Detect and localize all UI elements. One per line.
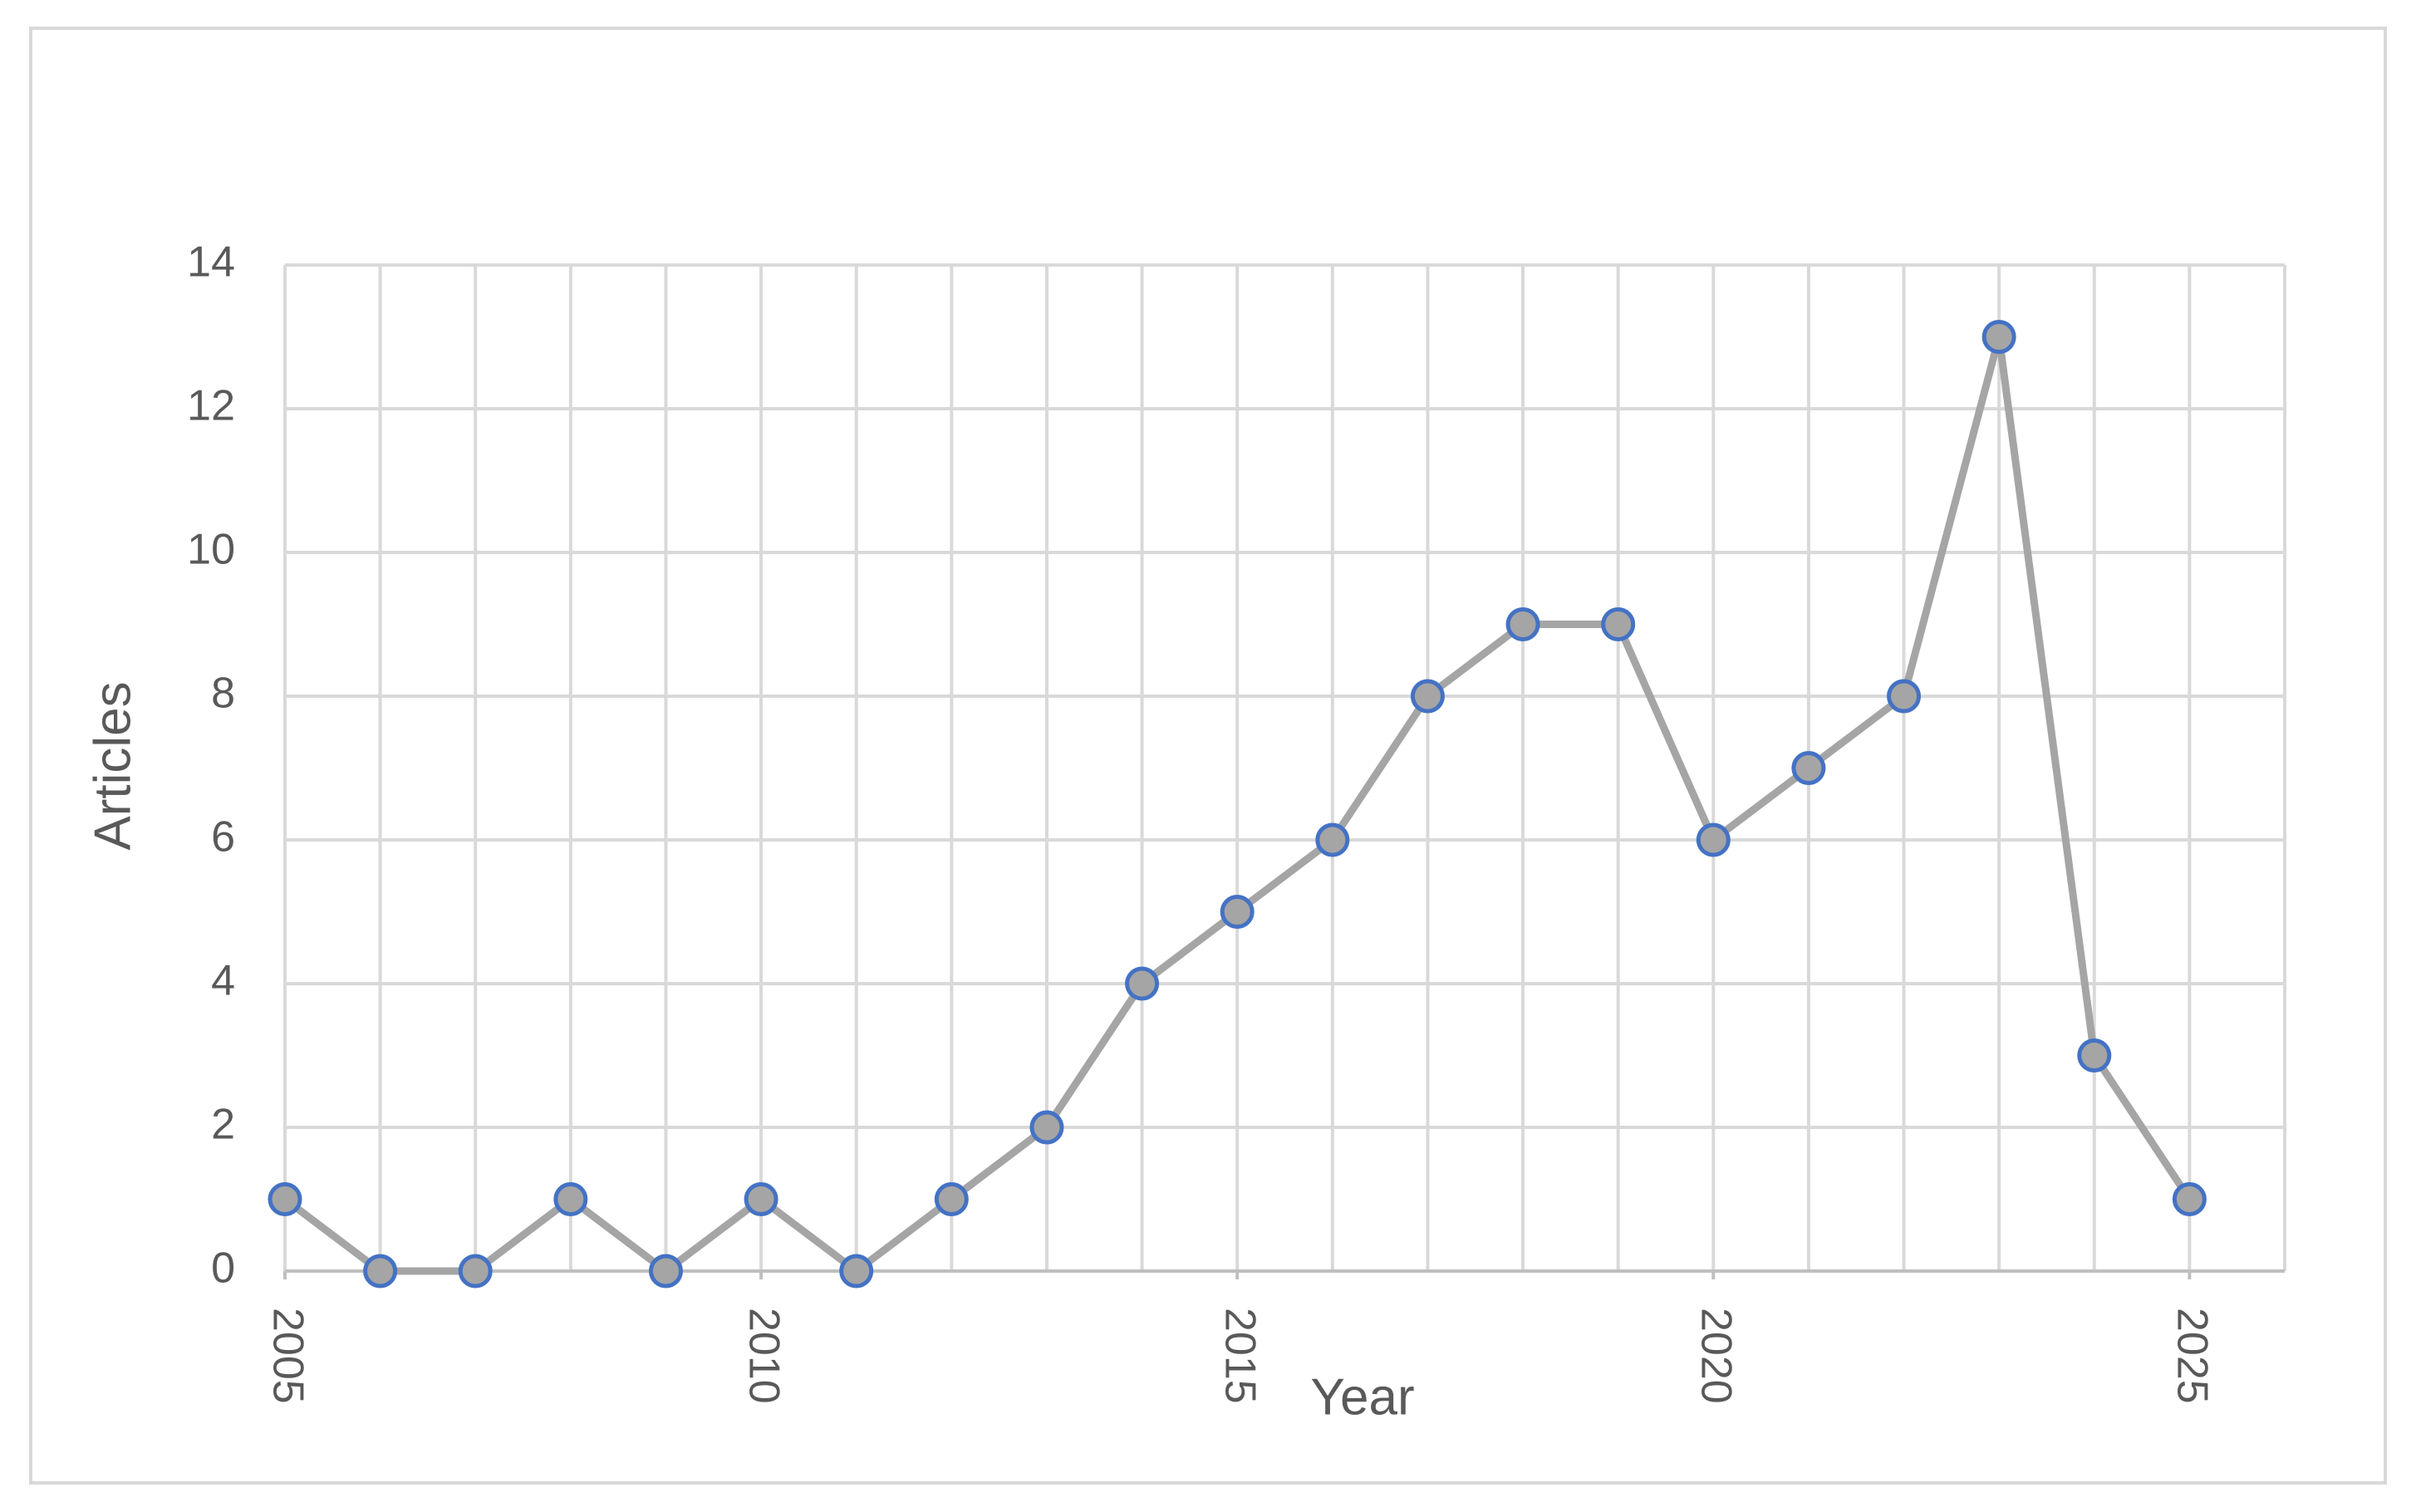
x-axis-label: Year [1310,1368,1414,1426]
y-tick-label: 8 [211,670,235,718]
y-tick-label: 14 [187,238,235,287]
marker [934,1182,969,1216]
marker [2077,1038,2112,1073]
chart-frame [29,27,2387,1485]
y-tick-label: 4 [211,957,235,1005]
marker [1601,607,1636,641]
marker [1220,895,1255,929]
x-tick-label: 2010 [739,1308,788,1404]
marker [553,1182,588,1216]
marker [1315,822,1350,857]
marker [1791,751,1826,785]
y-tick-label: 6 [211,813,235,862]
marker [2172,1182,2207,1216]
marker [648,1254,683,1289]
marker [839,1254,874,1289]
x-tick-label: 2025 [2168,1308,2217,1404]
x-tick-label: 2015 [1215,1308,1264,1404]
y-tick-label: 10 [187,526,235,574]
marker [1696,822,1731,857]
y-axis-label: Articles [84,681,141,850]
marker [268,1182,302,1216]
marker [1981,320,2016,354]
x-tick-label: 2020 [1692,1308,1741,1404]
x-tick-label: 2005 [263,1308,312,1404]
marker [744,1182,778,1216]
marker [1410,679,1445,714]
marker [1125,966,1160,1001]
marker [458,1254,493,1289]
marker [363,1254,398,1289]
marker [1887,679,1922,714]
marker [1029,1110,1064,1145]
y-tick-label: 2 [211,1101,235,1149]
y-tick-label: 12 [187,382,235,430]
y-tick-label: 0 [211,1244,235,1293]
marker [1505,607,1540,641]
